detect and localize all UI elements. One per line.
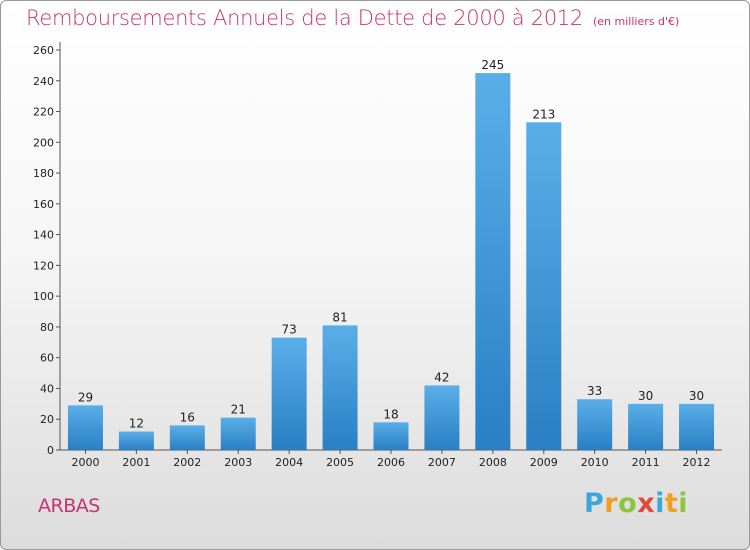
x-tick-label-2003: 2003 [224,456,252,469]
value-label-2008: 245 [481,58,504,72]
x-tick-label-2008: 2008 [479,456,507,469]
bar-2009 [526,122,562,451]
bar-2003 [220,417,256,450]
value-label-2000: 29 [78,390,93,404]
value-label-2004: 73 [282,323,297,337]
y-tick-label: 160 [33,198,54,211]
bar-2001 [118,431,154,450]
y-tick-label: 60 [40,352,54,365]
y-tick-label: 20 [40,413,54,426]
chart-axes: 0 20 40 60 80 100 120 140 160 180 200 220 240 260 [33,42,722,457]
chart-title: Remboursements Annuels de la Dette de 20… [26,6,679,30]
x-tick-label-2012: 2012 [683,456,711,469]
value-label-2003: 21 [231,403,246,417]
y-tick-label: 40 [40,382,54,395]
y-tick-label: 220 [33,106,54,119]
bar-2004 [271,337,307,450]
bar-2012 [679,403,715,450]
value-label-2002: 16 [180,410,195,424]
x-tick-label-2000: 2000 [71,456,99,469]
bar-2010 [577,399,613,450]
y-tick-label: 80 [40,321,54,334]
x-tick-label-2009: 2009 [530,456,558,469]
y-tick-label: 100 [33,290,54,303]
x-tick-label-2005: 2005 [326,456,354,469]
x-tick-label-2004: 2004 [275,456,303,469]
value-label-2007: 42 [434,370,449,384]
x-tick-label-2001: 2001 [122,456,150,469]
value-label-2009: 213 [532,107,555,121]
value-label-2012: 30 [689,389,704,403]
bar-2007 [424,385,460,450]
bar-2006 [373,422,409,450]
y-tick-label: 180 [33,167,54,180]
bar-2005 [322,325,358,450]
bar-2002 [169,425,205,450]
value-label-2005: 81 [332,310,347,324]
chart-bars [67,73,715,451]
y-tick-label: 140 [33,229,54,242]
value-label-2011: 30 [638,389,653,403]
value-label-2006: 18 [383,407,398,421]
x-tick-label-2002: 2002 [173,456,201,469]
y-tick-label: 120 [33,259,54,272]
chart-labels: 2000 29 2001 12 2002 16 2003 21 2004 73 2005 81 2006… [71,58,710,469]
y-tick-label: 240 [33,75,54,88]
x-tick-label-2011: 2011 [632,456,660,469]
value-label-2010: 33 [587,384,602,398]
bar-2008 [475,73,511,451]
y-tick-label: 200 [33,136,54,149]
chart-title-main: Remboursements Annuels de la Dette de 20… [26,6,583,30]
x-tick-label-2010: 2010 [581,456,609,469]
proxiti-logo: Proxiti [584,488,689,519]
chart-title-unit: (en milliers d'€) [593,15,680,28]
bar-2011 [628,403,664,450]
y-tick-label: 260 [33,44,54,57]
x-tick-label-2006: 2006 [377,456,405,469]
value-label-2001: 12 [129,417,144,431]
bar-2000 [67,405,103,450]
y-tick-label: 0 [47,444,54,457]
commune-name: ARBAS [38,495,100,517]
x-tick-label-2007: 2007 [428,456,456,469]
